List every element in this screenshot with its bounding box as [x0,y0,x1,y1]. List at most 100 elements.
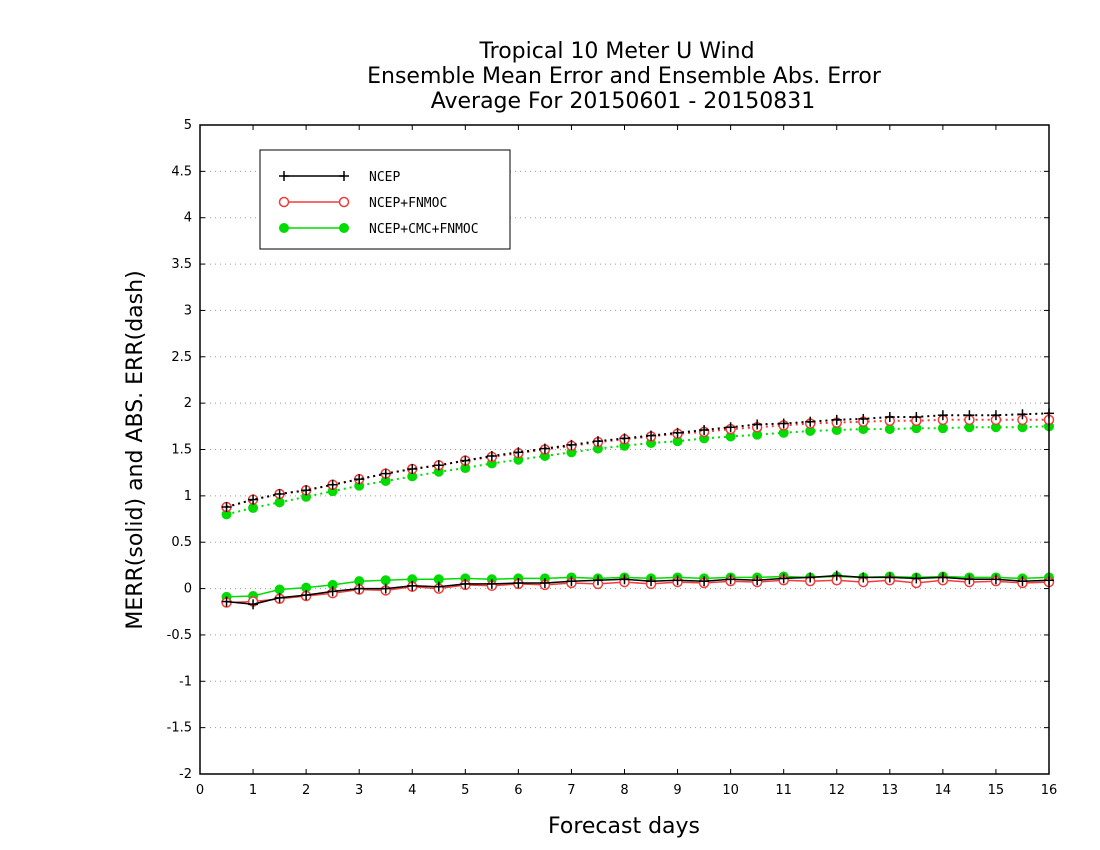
data-point [646,430,657,441]
series-line [226,418,1049,508]
x-tick-label: 3 [355,783,363,798]
x-tick-label: 16 [1041,783,1058,798]
x-tick-label: 1 [249,783,257,798]
data-point [566,576,577,587]
data-point [990,574,1001,585]
y-tick-label: -0.5 [167,628,192,643]
y-tick-label: -1.5 [167,721,192,736]
data-point [619,574,630,585]
data-point [221,596,232,607]
data-point [513,578,524,589]
y-tick-label: 2.5 [171,350,192,365]
y-tick-label: 0.5 [171,535,192,550]
y-tick-label: 3 [184,303,192,318]
x-tick-label: 12 [828,783,845,798]
data-point [964,574,975,585]
data-point [221,501,232,512]
x-tick-label: 8 [620,783,628,798]
series-ncep-cmc-fnmoc-abs_err [221,421,1054,520]
y-tick-label: 5 [184,118,192,133]
y-tick-label: 3.5 [171,257,192,272]
x-tick-label: 6 [514,783,522,798]
y-tick-label: 2 [184,396,192,411]
data-point [592,575,603,586]
series-line [226,579,1050,604]
data-point [566,439,577,450]
y-tick-label: 4 [184,211,192,226]
x-tick-label: 5 [461,783,469,798]
legend-box [259,149,511,250]
data-point [699,576,710,587]
chart-title-line-3: Average For 20150601 - 20150831 [431,89,816,114]
y-tick-label: -1 [179,674,192,689]
plot-frame [199,124,1050,775]
data-point [327,479,338,490]
data-point [858,572,869,583]
data-point [646,576,657,587]
legend-marker [279,223,289,233]
y-tick-label: 4.5 [171,164,192,179]
series-line [226,574,1050,606]
x-tick-label: 2 [302,783,310,798]
legend-marker [279,171,289,181]
legend-label: NCEP [369,170,400,185]
series-ncep-merr [221,570,1054,610]
data-point [274,584,285,595]
data-point [884,572,895,583]
x-tick-label: 7 [567,783,575,798]
data-point [354,474,365,485]
data-point [460,578,471,589]
x-tick-label: 11 [775,783,792,798]
legend-marker [278,196,290,208]
legend: NCEP NCEP+FNMOC NCEP+CMC+FNMOC [259,149,511,250]
data-point [937,410,948,421]
series-ncep-cmc-fnmoc-merr [221,571,1054,602]
data-point [778,573,789,584]
data-point [274,489,285,500]
data-point [911,412,922,423]
axis-ticks: -2-1.5-1-0.500.511.522.533.544.550 1 2 3 4 5 6… [167,118,1058,798]
data-point [725,574,736,585]
legend-label: NCEP+CMC+FNMOC [369,222,479,237]
y-tick-label: 0 [184,582,192,597]
data-point [752,575,763,586]
data-point [380,468,391,479]
legend-entry: NCEP+FNMOC [278,196,447,211]
series-ncep-abs_err [221,408,1054,512]
x-tick-label: 14 [935,783,952,798]
x-axis-title: Forecast days [548,814,700,839]
data-point [380,575,391,586]
data-point [911,573,922,584]
chart-title-line-1: Tropical 10 Meter U Wind [478,39,754,64]
data-point [805,416,816,427]
data-point [990,410,1001,421]
data-point [725,422,736,433]
data-point [964,410,975,421]
data-point [592,436,603,447]
x-tick-label: 10 [722,783,739,798]
data-point [248,599,259,610]
data-point [486,450,497,461]
x-tick-label: 9 [673,783,681,798]
data-point [672,427,683,438]
x-tick-label: 13 [882,783,899,798]
data-point [380,583,391,594]
data-point [699,425,710,436]
data-point [1017,576,1028,587]
data-point [407,463,418,474]
data-point [937,572,948,583]
x-tick-label: 0 [196,783,204,798]
legend-label: NCEP+FNMOC [369,196,447,211]
data-point [486,578,497,589]
data-point [301,590,312,601]
data-point [1017,409,1028,420]
data-point [752,419,763,430]
legend-marker [339,223,349,233]
legend-marker [339,171,349,181]
data-point [274,592,285,603]
series-line [226,412,1050,508]
chart-title-line-2: Ensemble Mean Error and Ensemble Abs. Er… [367,64,882,89]
data-point [301,485,312,496]
data-point [327,586,338,597]
data-point [354,583,365,594]
